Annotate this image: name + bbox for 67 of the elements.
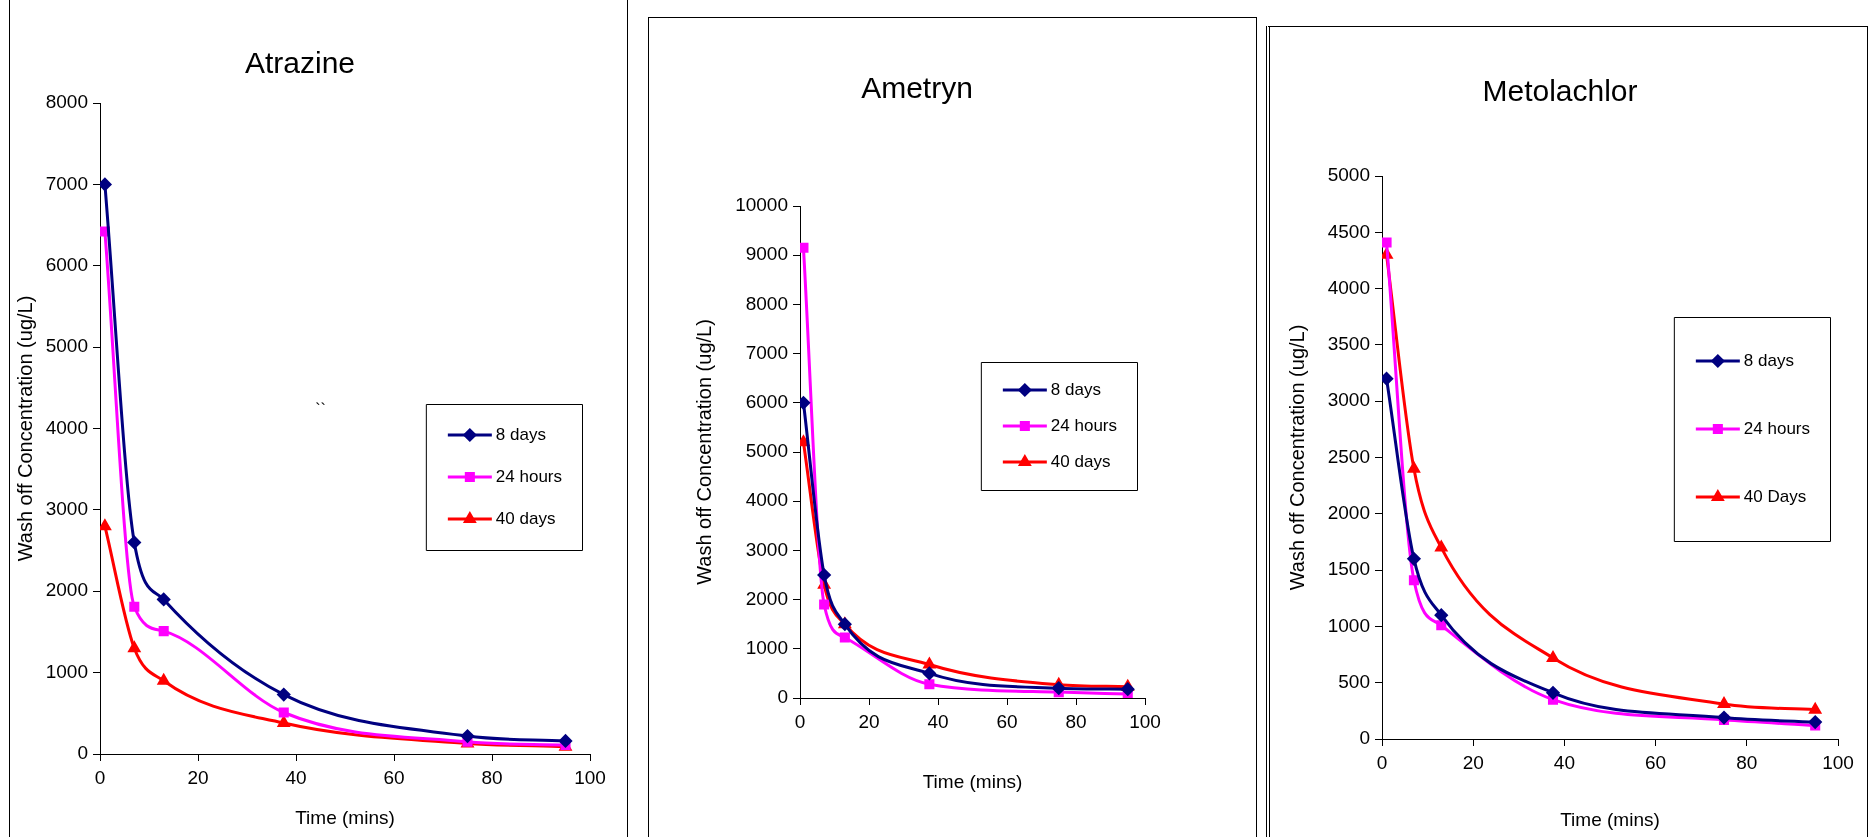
- x-tick-label: 60: [383, 766, 405, 788]
- y-tick-label: 5000: [745, 440, 788, 462]
- x-axis-title: Time (mins): [922, 770, 1023, 792]
- chart-title: Metolachlor: [1482, 74, 1638, 108]
- y-tick-label: 4500: [1327, 220, 1370, 242]
- legend-label: 24 hours: [495, 466, 563, 486]
- y-axis-title: Wash off Concentration (ug/L): [1285, 324, 1308, 591]
- legend-label: 8 days: [1743, 350, 1794, 370]
- y-tick-label: 5000: [1327, 164, 1370, 186]
- y-tick-label: 0: [777, 686, 788, 708]
- x-tick-label: 40: [285, 766, 307, 788]
- y-axis-title: Wash off Concentration (ug/L): [13, 295, 36, 562]
- x-tick-label: 100: [574, 766, 606, 788]
- y-tick-label: 2000: [1327, 502, 1370, 524]
- x-tick-label: 0: [94, 766, 106, 788]
- y-tick-label: 500: [1338, 670, 1370, 692]
- y-tick-label: 2000: [45, 579, 88, 601]
- y-tick-label: 7000: [745, 341, 788, 363]
- x-axis-title: Time (mins): [295, 806, 395, 828]
- y-axis-title: Wash off Concentration (ug/L): [692, 319, 715, 585]
- y-tick-label: 3000: [745, 538, 788, 560]
- y-tick-label: 9000: [745, 243, 788, 265]
- x-tick-label: 20: [1462, 751, 1484, 773]
- chart-title: Atrazine: [244, 46, 356, 80]
- x-tick-label: 100: [1129, 710, 1161, 732]
- y-tick-label: 3500: [1327, 333, 1370, 355]
- y-tick-label: 4000: [1327, 276, 1370, 298]
- y-tick-label: 4000: [45, 416, 88, 438]
- y-tick-label: 1000: [45, 660, 88, 682]
- x-tick-label: 40: [927, 710, 949, 732]
- x-tick-label: 20: [858, 710, 880, 732]
- legend-label: 40 Days: [1743, 486, 1807, 506]
- x-tick-label: 80: [1065, 710, 1087, 732]
- legend-label: 24 hours: [1743, 418, 1811, 438]
- y-tick-label: 4000: [745, 489, 788, 511]
- annotation: ``: [315, 401, 326, 419]
- y-tick-label: 7000: [45, 172, 88, 194]
- legend-label: 40 days: [495, 508, 556, 528]
- x-tick-label: 0: [794, 710, 806, 732]
- x-tick-label: 60: [996, 710, 1018, 732]
- x-axis-title: Time (mins): [1560, 808, 1660, 830]
- legend-label: 40 days: [1050, 451, 1111, 471]
- chart-title: Ametryn: [861, 71, 973, 105]
- x-tick-label: 0: [1376, 751, 1388, 773]
- legend-label: 24 hours: [1050, 415, 1118, 435]
- y-tick-label: 1000: [1327, 614, 1370, 636]
- y-tick-label: 2000: [745, 587, 788, 609]
- x-tick-label: 100: [1822, 751, 1854, 773]
- y-tick-label: 10000: [735, 194, 788, 216]
- y-tick-label: 1500: [1327, 558, 1370, 580]
- y-tick-label: 0: [1359, 727, 1370, 749]
- x-tick-label: 80: [1736, 751, 1758, 773]
- y-tick-label: 3000: [45, 498, 88, 520]
- legend-label: 8 days: [495, 424, 546, 444]
- y-tick-label: 1000: [745, 637, 788, 659]
- y-tick-label: 6000: [45, 253, 88, 275]
- y-tick-label: 2500: [1327, 445, 1370, 467]
- y-tick-label: 8000: [745, 292, 788, 314]
- y-tick-label: 5000: [45, 335, 88, 357]
- legend-label: 8 days: [1050, 379, 1101, 399]
- x-tick-label: 40: [1553, 751, 1575, 773]
- x-tick-label: 60: [1645, 751, 1667, 773]
- x-tick-label: 80: [481, 766, 503, 788]
- x-tick-label: 20: [187, 766, 209, 788]
- y-tick-label: 3000: [1327, 389, 1370, 411]
- y-tick-label: 6000: [745, 391, 788, 413]
- y-tick-label: 8000: [45, 91, 88, 113]
